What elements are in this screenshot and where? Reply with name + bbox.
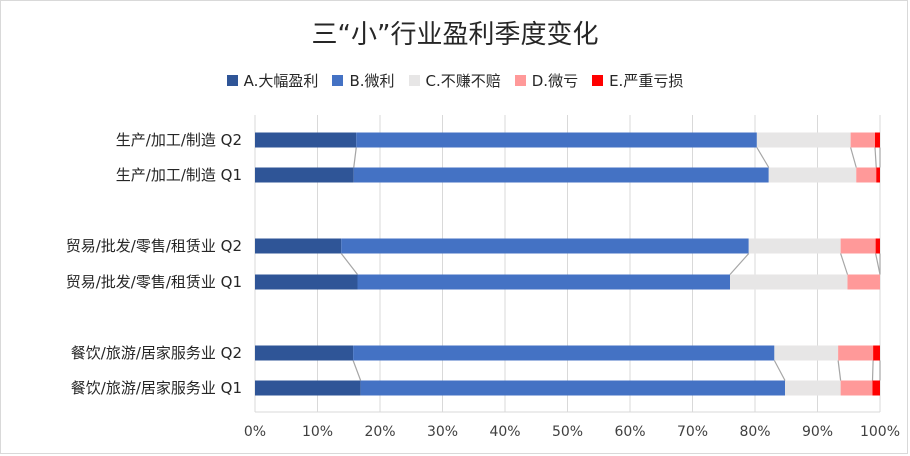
legend-swatch — [514, 75, 526, 86]
bar-segment — [840, 380, 873, 396]
series-line — [353, 147, 357, 168]
legend-swatch — [408, 75, 420, 86]
x-tick-label: 80% — [739, 424, 770, 440]
bar-segment — [748, 238, 841, 254]
series-line — [871, 360, 874, 381]
bar-segment — [360, 380, 785, 396]
bar-segment — [774, 345, 839, 361]
bar-segment — [756, 132, 851, 148]
bar-segment — [255, 132, 357, 148]
bar-segment — [838, 345, 874, 361]
bar-segment — [255, 274, 358, 290]
legend-label: B.微利 — [349, 72, 395, 90]
category-label: 贸易/批发/零售/租赁业 Q2 — [66, 237, 242, 255]
legend-item: C.不赚不赔 — [408, 70, 501, 91]
x-tick-label: 0% — [244, 424, 266, 440]
category-label: 贸易/批发/零售/租赁业 Q1 — [66, 273, 242, 291]
bar-segment — [353, 345, 775, 361]
x-tick-label: 20% — [364, 424, 395, 440]
bar-segment — [875, 238, 880, 254]
x-tick-label: 90% — [802, 424, 833, 440]
bar-segment — [353, 167, 769, 183]
bar-segment — [847, 274, 880, 290]
x-tick-label: 40% — [489, 424, 520, 440]
bar-segment — [873, 345, 880, 361]
bar-segment — [255, 238, 342, 254]
x-tick-label: 70% — [677, 424, 708, 440]
legend-label: D.微亏 — [531, 72, 579, 90]
bar-segment — [856, 167, 877, 183]
legend-item: E.严重亏损 — [592, 70, 683, 91]
legend-item: A.大幅盈利 — [226, 70, 319, 91]
category-label: 生产/加工/制造 Q2 — [116, 131, 242, 149]
series-line — [850, 147, 857, 168]
legend-label: E.严重亏损 — [609, 72, 684, 90]
bar-segment — [255, 167, 354, 183]
category-label: 生产/加工/制造 Q1 — [116, 166, 242, 184]
bar-segment — [872, 380, 880, 396]
bar-segment — [730, 274, 848, 290]
chart-title: 三“小”行业盈利季度变化 — [311, 20, 599, 50]
legend-label: A.大幅盈利 — [243, 72, 319, 90]
series-line — [756, 147, 770, 168]
legend-swatch — [332, 75, 344, 86]
series-line — [352, 360, 362, 381]
x-tick-label: 60% — [614, 424, 645, 440]
series-line — [773, 360, 786, 381]
series-line — [729, 253, 750, 275]
series-line — [840, 253, 849, 275]
x-tick-label: 50% — [552, 424, 583, 440]
bar-segment — [341, 238, 749, 254]
bar-segment — [255, 380, 361, 396]
bar-segment — [785, 380, 841, 396]
x-tick-label: 30% — [427, 424, 458, 440]
legend-swatch — [592, 75, 604, 86]
series-line — [837, 360, 842, 381]
series-line — [874, 147, 877, 168]
category-label: 餐饮/旅游/居家服务业 Q2 — [71, 344, 242, 362]
x-tick-label: 10% — [302, 424, 333, 440]
bar-segment — [255, 345, 354, 361]
bar-segment — [876, 167, 880, 183]
bar-segment — [357, 274, 730, 290]
series-line — [340, 253, 358, 275]
bar-segment — [875, 132, 880, 148]
legend: A.大幅盈利 B.微利 C.不赚不赔 D.微亏 E.严重亏损 — [0, 70, 910, 91]
bar-segment — [356, 132, 757, 148]
bar-segment — [850, 132, 875, 148]
series-line — [875, 253, 881, 275]
bar-segment — [768, 167, 857, 183]
x-tick-label: 100% — [860, 424, 900, 440]
legend-item: D.微亏 — [514, 70, 579, 91]
legend-label: C.不赚不赔 — [425, 72, 501, 90]
category-label: 餐饮/旅游/居家服务业 Q1 — [71, 379, 242, 397]
bar-segment — [840, 238, 876, 254]
legend-item: B.微利 — [332, 70, 395, 91]
legend-swatch — [226, 75, 238, 86]
